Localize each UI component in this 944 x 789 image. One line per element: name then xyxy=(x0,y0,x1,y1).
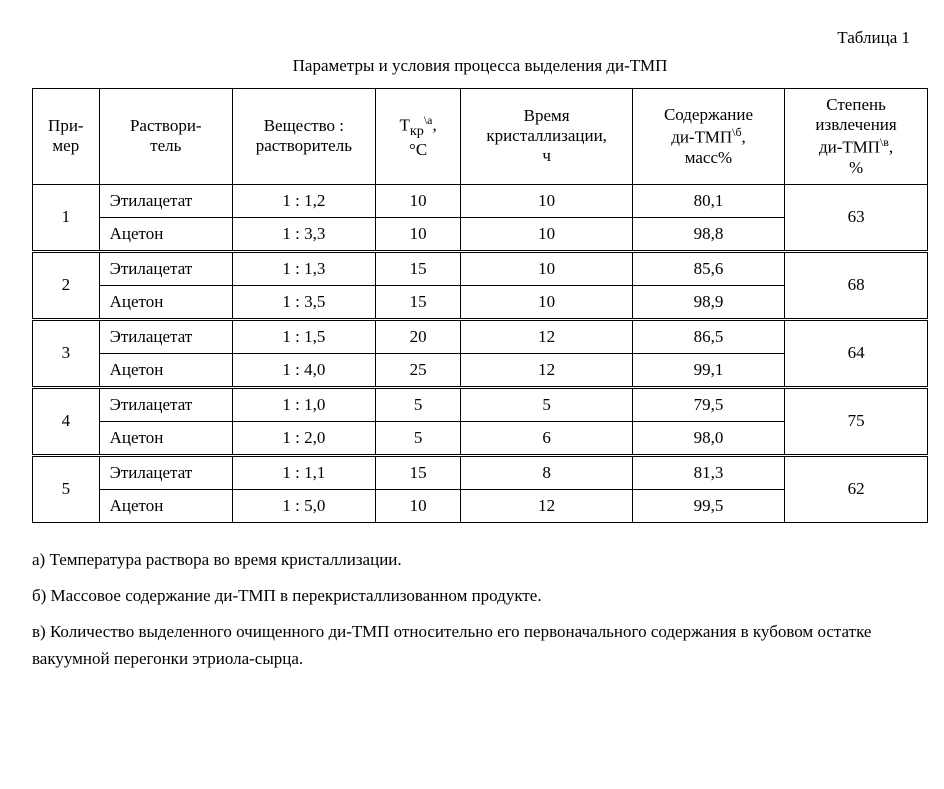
cell-recovery: 63 xyxy=(785,184,928,251)
cell-content: 99,5 xyxy=(632,489,784,522)
cell-time: 6 xyxy=(461,421,632,455)
table-label: Таблица 1 xyxy=(32,28,910,48)
cell-time: 8 xyxy=(461,455,632,489)
cell-content: 98,0 xyxy=(632,421,784,455)
cell-temp: 10 xyxy=(375,217,461,251)
cell-temp: 25 xyxy=(375,353,461,387)
table-header-row: При-мерРаствори-тельВещество :растворите… xyxy=(33,89,928,185)
cell-solvent: Этилацетат xyxy=(99,387,232,421)
cell-solvent: Ацетон xyxy=(99,353,232,387)
cell-content: 98,8 xyxy=(632,217,784,251)
cell-solvent: Ацетон xyxy=(99,217,232,251)
cell-temp: 15 xyxy=(375,455,461,489)
column-header: Степеньизвлеченияди-ТМП\в,% xyxy=(785,89,928,185)
cell-example: 3 xyxy=(33,319,100,387)
cell-solvent: Этилацетат xyxy=(99,184,232,217)
cell-temp: 20 xyxy=(375,319,461,353)
cell-time: 12 xyxy=(461,319,632,353)
table-row: 2Этилацетат1 : 1,3151085,668 xyxy=(33,251,928,285)
cell-temp: 15 xyxy=(375,251,461,285)
cell-ratio: 1 : 3,3 xyxy=(232,217,375,251)
cell-time: 12 xyxy=(461,489,632,522)
cell-temp: 10 xyxy=(375,184,461,217)
cell-recovery: 75 xyxy=(785,387,928,455)
cell-example: 1 xyxy=(33,184,100,251)
data-table: При-мерРаствори-тельВещество :растворите… xyxy=(32,88,928,523)
cell-recovery: 64 xyxy=(785,319,928,387)
column-header: Вещество :растворитель xyxy=(232,89,375,185)
cell-content: 86,5 xyxy=(632,319,784,353)
cell-solvent: Ацетон xyxy=(99,421,232,455)
table-row: 4Этилацетат1 : 1,05579,575 xyxy=(33,387,928,421)
cell-example: 4 xyxy=(33,387,100,455)
cell-ratio: 1 : 3,5 xyxy=(232,285,375,319)
footnote: б) Массовое содержание ди-ТМП в перекрис… xyxy=(32,583,928,609)
footnote: а) Температура раствора во время кристал… xyxy=(32,547,928,573)
cell-ratio: 1 : 1,5 xyxy=(232,319,375,353)
cell-content: 80,1 xyxy=(632,184,784,217)
cell-solvent: Ацетон xyxy=(99,489,232,522)
column-header: Ткр\а,°С xyxy=(375,89,461,185)
column-header: Содержаниеди-ТМП\б,масс% xyxy=(632,89,784,185)
cell-temp: 5 xyxy=(375,421,461,455)
cell-content: 81,3 xyxy=(632,455,784,489)
footnotes: а) Температура раствора во время кристал… xyxy=(32,547,928,672)
cell-content: 98,9 xyxy=(632,285,784,319)
cell-ratio: 1 : 1,1 xyxy=(232,455,375,489)
cell-temp: 10 xyxy=(375,489,461,522)
cell-example: 5 xyxy=(33,455,100,522)
table-caption: Параметры и условия процесса выделения д… xyxy=(32,56,928,76)
cell-time: 12 xyxy=(461,353,632,387)
cell-ratio: 1 : 1,0 xyxy=(232,387,375,421)
table-row: 5Этилацетат1 : 1,115881,362 xyxy=(33,455,928,489)
cell-solvent: Ацетон xyxy=(99,285,232,319)
cell-recovery: 62 xyxy=(785,455,928,522)
cell-ratio: 1 : 1,3 xyxy=(232,251,375,285)
cell-ratio: 1 : 4,0 xyxy=(232,353,375,387)
cell-temp: 5 xyxy=(375,387,461,421)
cell-content: 99,1 xyxy=(632,353,784,387)
cell-solvent: Этилацетат xyxy=(99,455,232,489)
cell-time: 10 xyxy=(461,285,632,319)
cell-content: 85,6 xyxy=(632,251,784,285)
cell-solvent: Этилацетат xyxy=(99,251,232,285)
cell-time: 10 xyxy=(461,217,632,251)
cell-solvent: Этилацетат xyxy=(99,319,232,353)
cell-ratio: 1 : 5,0 xyxy=(232,489,375,522)
cell-time: 5 xyxy=(461,387,632,421)
cell-ratio: 1 : 1,2 xyxy=(232,184,375,217)
column-header: Раствори-тель xyxy=(99,89,232,185)
cell-content: 79,5 xyxy=(632,387,784,421)
column-header: При-мер xyxy=(33,89,100,185)
cell-ratio: 1 : 2,0 xyxy=(232,421,375,455)
column-header: Времякристаллизации,ч xyxy=(461,89,632,185)
cell-recovery: 68 xyxy=(785,251,928,319)
cell-time: 10 xyxy=(461,251,632,285)
cell-time: 10 xyxy=(461,184,632,217)
footnote: в) Количество выделенного очищенного ди-… xyxy=(32,619,928,672)
table-row: 1Этилацетат1 : 1,2101080,163 xyxy=(33,184,928,217)
cell-example: 2 xyxy=(33,251,100,319)
table-row: 3Этилацетат1 : 1,5201286,564 xyxy=(33,319,928,353)
cell-temp: 15 xyxy=(375,285,461,319)
